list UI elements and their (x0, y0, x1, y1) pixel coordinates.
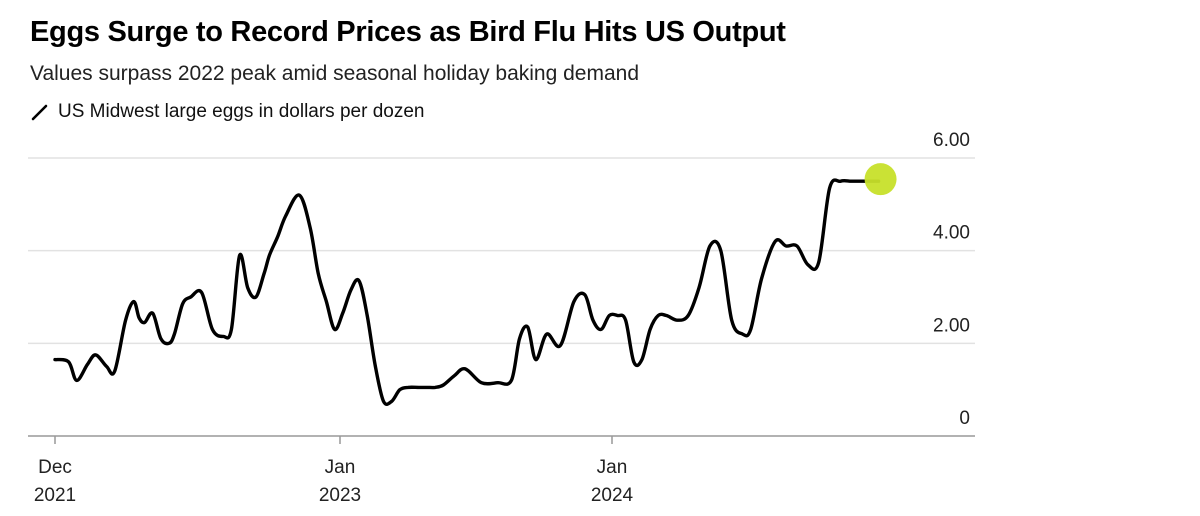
series-line (53, 178, 881, 406)
x-tick-label: 2023 (319, 485, 361, 506)
legend: US Midwest large eggs in dollars per doz… (30, 101, 424, 123)
y-tick-label: 2.00 (933, 315, 970, 336)
chart-title: Eggs Surge to Record Prices as Bird Flu … (30, 16, 786, 48)
latest-value-dot (864, 163, 897, 196)
x-tick-label: 2024 (591, 485, 634, 506)
x-tick-label: Dec (38, 457, 72, 478)
chart-subtitle: Values surpass 2022 peak amid seasonal h… (30, 62, 640, 85)
y-tick-label: 0 (959, 408, 970, 429)
x-tick-label: Jan (597, 457, 628, 478)
line-series-icon (31, 104, 48, 121)
x-tick-label: Jan (325, 457, 356, 478)
x-tick-label: 2021 (34, 485, 76, 506)
y-tick-label: 6.00 (933, 130, 970, 151)
y-tick-label: 4.00 (933, 223, 970, 244)
legend-label: US Midwest large eggs in dollars per doz… (58, 101, 425, 122)
